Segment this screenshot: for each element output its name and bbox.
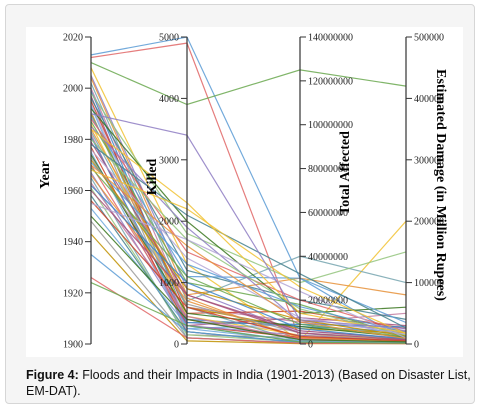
axis-3-tick-label: 20000000 xyxy=(308,296,348,307)
series-line-59 xyxy=(90,113,407,330)
series-line-49 xyxy=(90,200,407,342)
axis-3-tick-label: 60000000 xyxy=(308,208,348,219)
series-line-45 xyxy=(90,184,407,340)
axis-3-tick-label: 140000000 xyxy=(308,33,353,44)
axis-4-tick-label: 0 xyxy=(414,340,419,351)
axis-1-title: Year xyxy=(38,161,53,189)
series-line-29 xyxy=(90,141,407,340)
axis-4-tick-label: 300000 xyxy=(414,155,444,166)
caption-label: Figure 4: xyxy=(26,368,79,382)
series-line-32 xyxy=(90,149,407,335)
axis-2-title: Killed xyxy=(145,159,160,196)
axis-4-tick-label: 400000 xyxy=(414,94,444,105)
series-line-56 xyxy=(90,276,407,345)
axis-4-title: Estimated Damage (in Million Rupees) xyxy=(433,69,448,301)
axis-2-tick-label: 1000 xyxy=(159,278,179,289)
series-line-21 xyxy=(90,121,407,338)
axis-2-tick-label: 4000 xyxy=(159,94,179,105)
axis-3-tick-label: 100000000 xyxy=(308,120,353,131)
axis-3-tick-label: 40000000 xyxy=(308,252,348,263)
caption-text: Floods and their Impacts in India (1901-… xyxy=(26,368,471,398)
series-line-42 xyxy=(90,174,407,343)
axis-3-title: Total Affected xyxy=(338,131,353,215)
series-line-30 xyxy=(90,143,407,329)
axis-1-tick-label: 1940 xyxy=(63,237,83,248)
series-line-60 xyxy=(90,164,407,340)
axis-4-tick-label: 100000 xyxy=(414,278,444,289)
axis-3-tick-label: 80000000 xyxy=(308,164,348,175)
series-line-8 xyxy=(90,87,407,323)
axis-4-tick-label: 500000 xyxy=(414,33,444,44)
axis-2-tick-label: 2000 xyxy=(159,217,179,228)
axis-2-tick-label: 5000 xyxy=(159,33,179,44)
series-line-47 xyxy=(90,190,407,341)
series-line-50 xyxy=(90,202,407,339)
axis-1-tick-label: 2020 xyxy=(63,33,83,44)
axis-3-tick-label: 120000000 xyxy=(308,76,353,87)
series-line-20 xyxy=(90,118,407,333)
series-line-36 xyxy=(90,159,407,337)
axis-3-tick-label: 0 xyxy=(308,340,313,351)
series-line-2 xyxy=(90,42,407,344)
series-line-3 xyxy=(90,62,407,106)
figure-panel: 1900 1920 1940 1960 1980 2000 2020 0 1000 2000 300… xyxy=(5,4,475,404)
series-line-7 xyxy=(90,82,407,302)
series-line-58 xyxy=(90,128,407,334)
axis-1-tick-label: 1960 xyxy=(63,186,83,197)
series-line-37 xyxy=(90,161,407,333)
axis-1-tick-label: 1920 xyxy=(63,288,83,299)
series-line-40 xyxy=(90,169,407,335)
axis-2-tick-label: 0 xyxy=(174,340,179,351)
plot-area: 1900 1920 1940 1960 1980 2000 2020 0 1000 2000 300… xyxy=(26,27,463,357)
axis-1-tick-label: 1900 xyxy=(63,340,83,351)
axis-1-tick-label: 1980 xyxy=(63,135,83,146)
parallel-coordinates-chart: 1900 1920 1940 1960 1980 2000 2020 0 1000 2000 300… xyxy=(38,33,448,351)
axis-4-tick-label: 200000 xyxy=(414,217,444,228)
figure-caption: Figure 4: Floods and their Impacts in In… xyxy=(26,367,471,399)
series-line-52 xyxy=(90,215,407,343)
series-line-57 xyxy=(90,282,407,344)
axis-1-tick-label: 2000 xyxy=(63,84,83,95)
axis-2-tick-label: 3000 xyxy=(159,155,179,166)
